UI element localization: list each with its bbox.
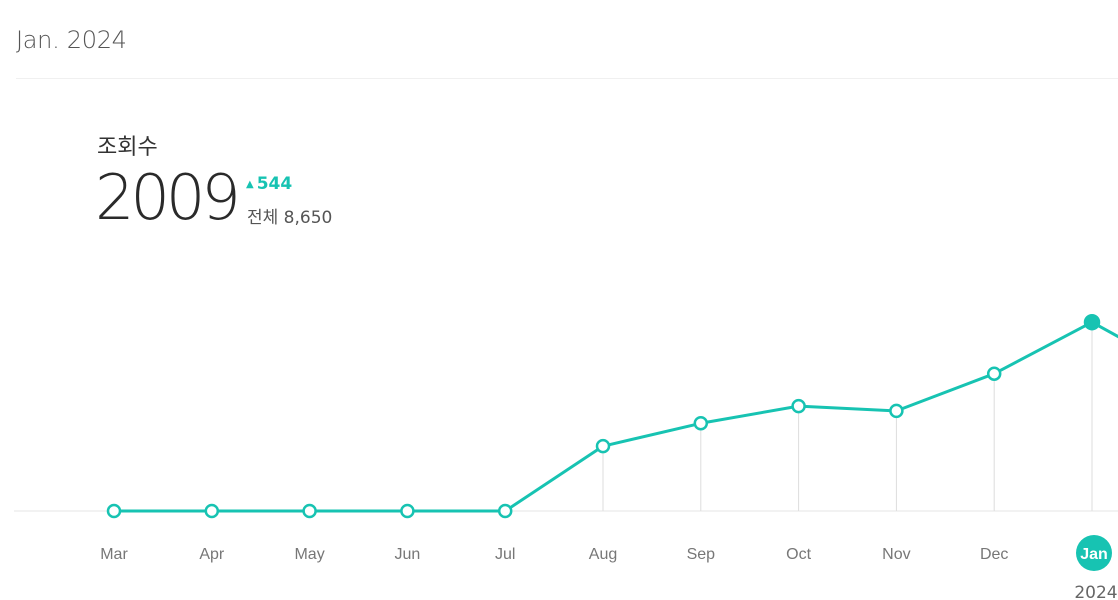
selected-month-badge (1076, 535, 1112, 571)
period-title: Jan. 2024 (16, 26, 127, 54)
data-point-jul (497, 503, 513, 519)
data-point-dec (986, 366, 1002, 381)
x-tick-label-jan: Jan (1080, 546, 1108, 563)
x-tick-label-jun: Jun (395, 546, 421, 563)
series-line (114, 320, 1118, 513)
metric-change: ▲ 544 (246, 174, 292, 194)
x-tick-label-apr: Apr (199, 546, 225, 563)
x-tick-label-may: May (294, 546, 324, 563)
x-tick-label-nov: Nov (882, 546, 910, 563)
data-point-oct (791, 398, 806, 414)
metric-value: 2009 (95, 161, 241, 234)
data-point-mar (106, 503, 122, 519)
x-tick-label-dec: Dec (980, 546, 1008, 563)
x-tick-label-oct: Oct (786, 546, 811, 563)
data-point-sep (693, 416, 709, 431)
up-triangle-icon: ▲ (246, 178, 254, 190)
metric-label: 조회수 (97, 135, 158, 160)
x-tick-label-aug: Aug (589, 546, 617, 563)
data-point-may (302, 503, 317, 519)
header-divider (16, 78, 1118, 79)
data-point-aug (595, 438, 611, 454)
x-year-label: 2024 (1074, 583, 1117, 600)
metric-change-value: 544 (256, 174, 293, 194)
x-tick-label-mar: Mar (100, 546, 128, 563)
data-point-apr (204, 503, 220, 519)
data-point-jan (1083, 313, 1101, 331)
x-tick-label-sep: Sep (687, 546, 716, 563)
metric-total: 전체 8,650 (247, 208, 333, 228)
data-point-nov (889, 403, 904, 419)
x-tick-label-jul: Jul (495, 546, 515, 563)
data-point-jun (400, 503, 415, 519)
